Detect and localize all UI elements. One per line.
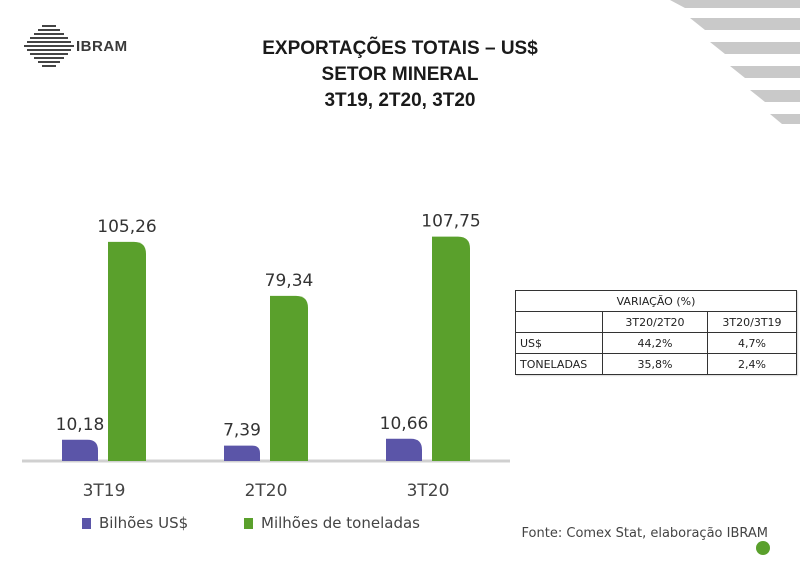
legend-item-series-1: Bilhões US$ — [82, 514, 188, 532]
cell-tons-qoq: 35,8% — [602, 353, 708, 375]
decorative-stripes-icon — [670, 0, 800, 124]
category-label-3t19: 3T19 — [83, 481, 126, 501]
data-label-usd-3t20: 10,66 — [380, 414, 429, 434]
title-line-3: 3T19, 2T20, 3T20 — [324, 90, 476, 111]
title-line-1: EXPORTAÇÕES TOTAIS – US$ — [262, 38, 538, 59]
variation-table-title: VARIAÇÃO (%) — [515, 290, 797, 312]
data-label-tons-3t19: 105,26 — [97, 217, 156, 237]
source-note: Fonte: Comex Stat, elaboração IBRAM — [521, 526, 768, 541]
bar-usd-2t20 — [224, 445, 260, 461]
row-label-usd: US$ — [515, 332, 603, 354]
bar-tons-3t19 — [108, 241, 146, 461]
variation-table-title-row: VARIAÇÃO (%) — [515, 290, 797, 312]
variation-table: VARIAÇÃO (%) 3T20/2T20 3T20/3T19 US$ 44,… — [515, 290, 797, 375]
legend-swatch-purple — [82, 518, 91, 529]
legend-label-series-1: Bilhões US$ — [99, 514, 189, 532]
cell-usd-qoq: 44,2% — [602, 332, 708, 354]
row-label-tons: TONELADAS — [515, 353, 603, 375]
title-line-2: SETOR MINERAL — [321, 64, 479, 85]
bar-usd-3t19 — [62, 439, 98, 461]
variation-table-col-2: 3T20/3T19 — [707, 311, 797, 333]
bar-usd-3t20 — [386, 438, 422, 461]
bar-tons-2t20 — [270, 295, 308, 461]
legend-label-series-2: Milhões de toneladas — [261, 514, 420, 532]
data-label-usd-2t20: 7,39 — [223, 421, 261, 441]
variation-table-header-row: 3T20/2T20 3T20/3T19 — [515, 311, 797, 333]
table-row: TONELADAS 35,8% 2,4% — [515, 353, 797, 375]
cell-tons-yoy: 2,4% — [707, 353, 797, 375]
data-label-tons-2t20: 79,34 — [265, 271, 314, 291]
category-label-2t20: 2T20 — [245, 481, 288, 501]
cell-usd-yoy: 4,7% — [707, 332, 797, 354]
table-row: US$ 44,2% 4,7% — [515, 332, 797, 354]
legend-item-series-2: Milhões de toneladas — [244, 514, 420, 532]
data-label-usd-3t19: 10,18 — [56, 415, 105, 435]
bar-tons-3t20 — [432, 236, 470, 461]
variation-table-corner — [515, 311, 603, 333]
ibram-logo-icon — [24, 25, 74, 67]
legend-swatch-green — [244, 518, 253, 529]
data-label-tons-3t20: 107,75 — [421, 212, 480, 232]
variation-table-col-1: 3T20/2T20 — [602, 311, 708, 333]
logo-text: IBRAM — [76, 38, 128, 55]
decorative-dot — [756, 541, 770, 555]
category-label-3t20: 3T20 — [407, 481, 450, 501]
